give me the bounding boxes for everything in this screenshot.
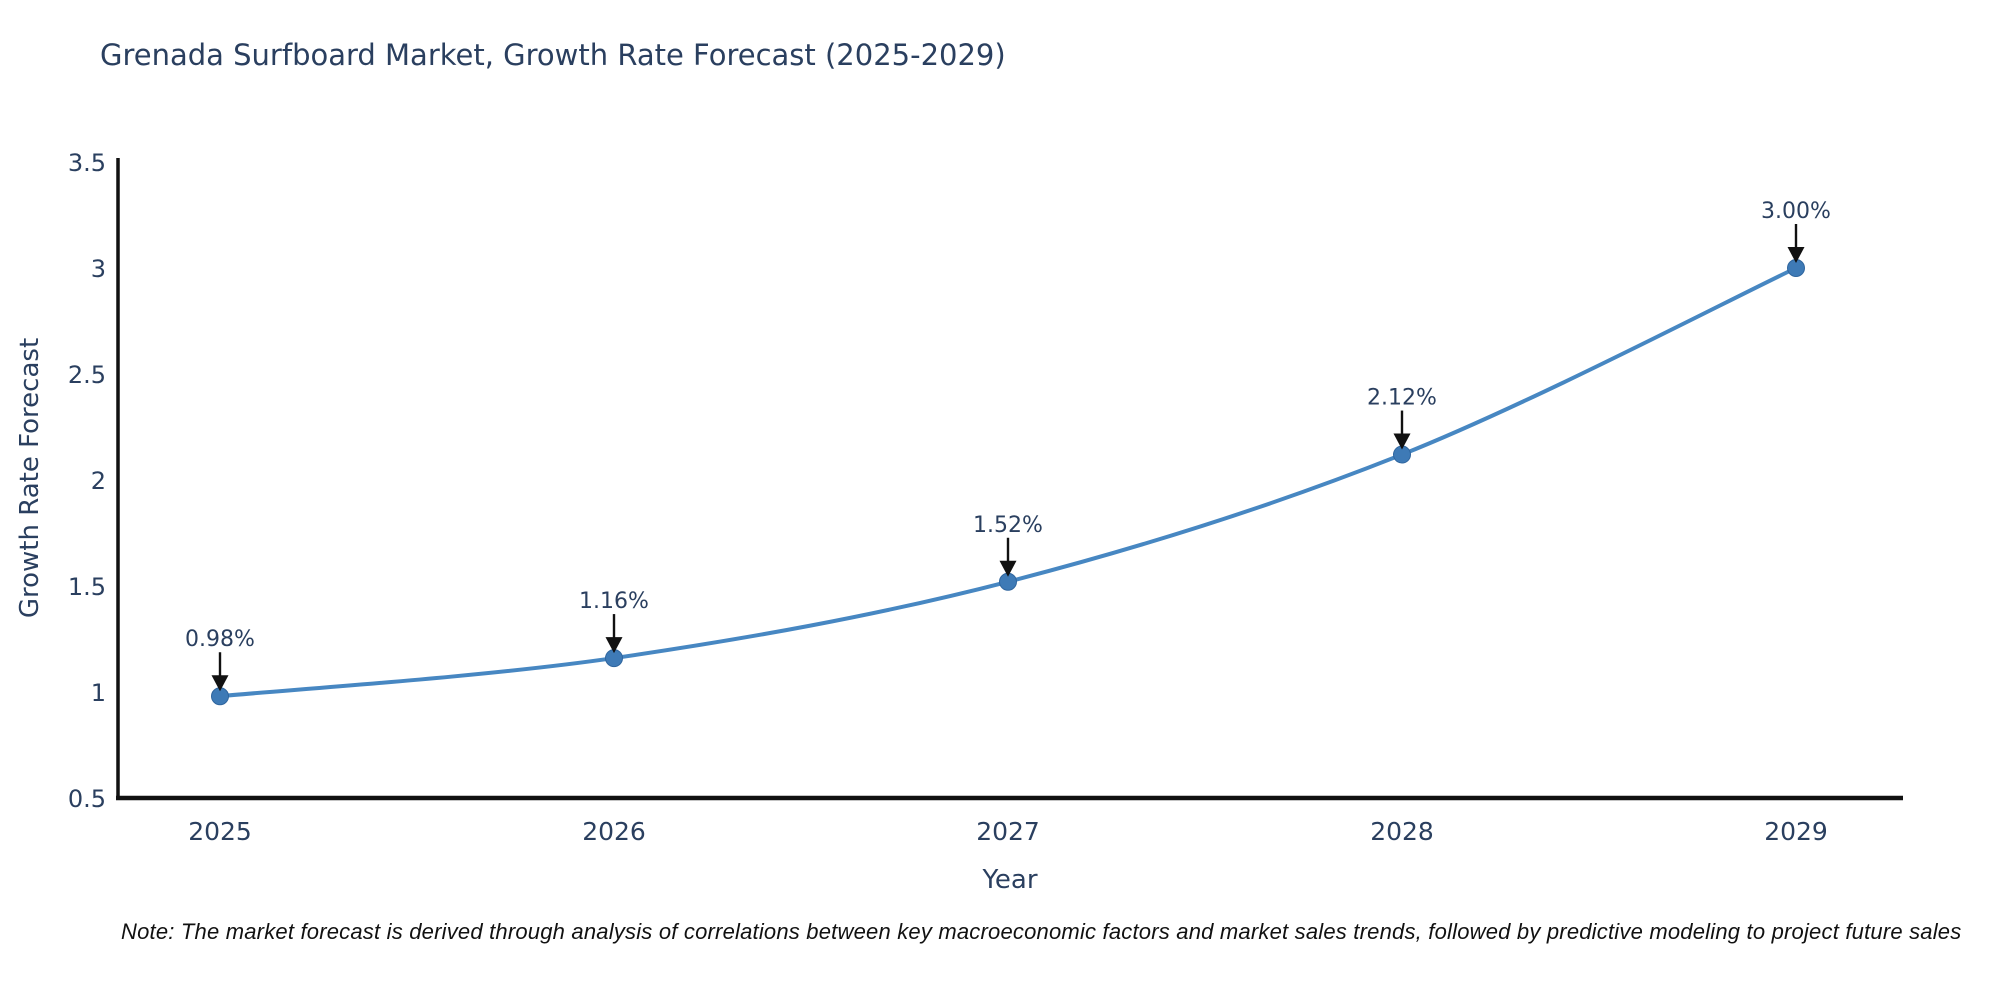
y-tick-label: 2 [91,467,106,495]
x-tick-label: 2028 [1370,817,1434,846]
x-axis-title: Year [982,865,1038,895]
x-tick-label: 2027 [976,817,1040,846]
y-tick-label: 3.5 [68,149,106,177]
annotation-arrowhead-icon [999,560,1017,577]
x-tick-label: 2026 [582,817,646,846]
y-tick-label: 2.5 [68,361,106,389]
y-tick-label: 3 [91,255,106,283]
chart-title: Grenada Surfboard Market, Growth Rate Fo… [100,38,1006,72]
y-tick-label: 1 [91,679,106,707]
y-tick-label: 1.5 [68,573,106,601]
y-tick-label: 0.5 [68,785,106,813]
annotation-arrowhead-icon [605,637,623,654]
x-tick-label: 2025 [188,817,252,846]
annotation-label: 1.52% [973,513,1043,538]
annotation-label: 0.98% [185,627,255,652]
footnote: Note: The market forecast is derived thr… [121,919,1962,944]
annotation-label: 1.16% [579,589,649,614]
annotation-arrowhead-icon [1393,433,1411,450]
annotation-arrowhead-icon [1787,247,1805,263]
annotation-arrowhead-icon [211,675,229,692]
x-tick-label: 2029 [1764,817,1828,846]
series-line [218,266,1798,699]
annotation-label: 2.12% [1367,386,1437,411]
annotation-label: 3.00% [1761,199,1831,224]
